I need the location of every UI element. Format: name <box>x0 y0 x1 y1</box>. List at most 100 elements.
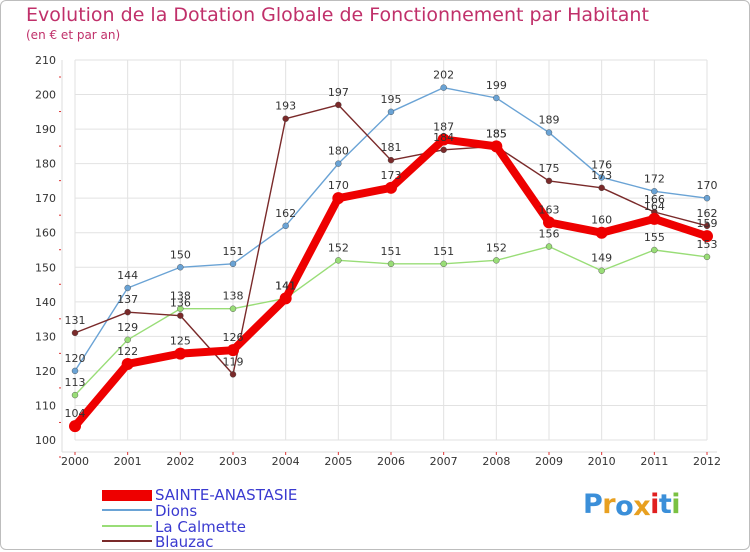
data-label: 172 <box>644 172 665 185</box>
data-point <box>598 267 605 274</box>
data-label: 159 <box>697 217 718 230</box>
data-point <box>282 115 289 122</box>
data-point <box>703 222 711 230</box>
data-label: 152 <box>328 241 349 254</box>
data-label: 162 <box>697 207 718 220</box>
data-label: 185 <box>486 127 507 140</box>
data-point <box>595 226 608 239</box>
data-label: 180 <box>328 145 349 158</box>
data-point <box>387 260 395 268</box>
data-point <box>648 212 661 225</box>
data-label: 151 <box>223 245 244 258</box>
x-tick-label: 2003 <box>219 455 247 468</box>
y-tick-label: 160 <box>35 227 56 240</box>
data-label: 131 <box>65 314 86 327</box>
data-point <box>229 260 237 268</box>
data-label: 181 <box>381 141 402 154</box>
data-label: 137 <box>117 293 138 306</box>
data-point <box>279 292 292 305</box>
data-label: 113 <box>65 376 86 389</box>
data-label: 129 <box>117 321 138 334</box>
data-label: 152 <box>486 241 507 254</box>
legend-swatch-la-calmette <box>102 525 152 527</box>
data-label: 185 <box>486 127 507 140</box>
y-tick-label: 140 <box>35 296 56 309</box>
data-label: 125 <box>170 335 191 348</box>
data-label: 155 <box>644 231 665 244</box>
y-tick-label: 150 <box>35 261 56 274</box>
data-label: 164 <box>644 200 665 213</box>
y-tick-label: 130 <box>35 330 56 343</box>
data-point <box>69 420 81 433</box>
data-point <box>282 222 289 230</box>
data-label: 104 <box>65 407 86 420</box>
data-point <box>543 216 555 229</box>
data-label: 120 <box>65 352 86 365</box>
data-label: 170 <box>328 179 349 192</box>
data-point <box>177 305 184 312</box>
x-tick-label: 2002 <box>166 455 194 468</box>
data-point <box>701 230 713 243</box>
data-label: 149 <box>591 252 612 265</box>
data-point <box>651 246 658 254</box>
data-point <box>335 160 342 167</box>
data-point <box>332 192 345 205</box>
chart-subtitle: (en € et par an) <box>26 28 121 42</box>
chart-title: Evolution de la Dotation Globale de Fonc… <box>26 4 649 26</box>
data-point <box>545 243 553 250</box>
data-point <box>387 156 395 164</box>
data-label: 170 <box>697 179 718 192</box>
data-label: 184 <box>433 131 454 144</box>
data-point <box>174 347 187 360</box>
data-point <box>71 391 79 399</box>
data-label: 199 <box>486 79 507 92</box>
data-label: 153 <box>697 238 718 251</box>
y-tick-label: 200 <box>35 89 56 102</box>
data-label: 187 <box>433 120 454 133</box>
data-point <box>387 108 395 116</box>
data-point <box>490 140 503 153</box>
y-tick-label: 120 <box>35 365 56 378</box>
y-tick-label: 110 <box>35 399 56 412</box>
data-point <box>703 194 711 202</box>
data-label: 141 <box>275 279 296 292</box>
data-point <box>545 177 553 185</box>
legend-swatch-blauzac <box>102 540 152 542</box>
legend-label-la-calmette: La Calmette <box>155 518 246 536</box>
proxiti-logo: Proxiti <box>583 489 681 522</box>
y-tick-label: 210 <box>35 54 56 67</box>
data-point <box>598 184 605 192</box>
data-point <box>229 305 237 312</box>
x-tick-label: 2008 <box>482 455 510 468</box>
data-point <box>124 308 131 316</box>
data-label: 119 <box>223 355 244 368</box>
data-label: 175 <box>539 162 560 175</box>
data-label: 151 <box>433 245 454 258</box>
data-point <box>545 129 553 136</box>
data-label: 160 <box>591 214 612 227</box>
data-label: 173 <box>381 169 402 182</box>
data-point <box>440 84 447 91</box>
legend-label-blauzac: Blauzac <box>155 533 214 551</box>
data-label: 193 <box>275 100 296 113</box>
data-point <box>71 367 79 375</box>
data-point <box>227 344 239 357</box>
x-tick-label: 2010 <box>588 455 616 468</box>
data-point <box>124 284 131 292</box>
x-tick-label: 2011 <box>640 455 668 468</box>
data-label: 136 <box>170 297 191 310</box>
data-point <box>385 181 397 194</box>
x-tick-label: 2000 <box>61 455 89 468</box>
x-tick-label: 2001 <box>114 455 142 468</box>
x-tick-label: 2005 <box>324 455 352 468</box>
data-label: 173 <box>591 169 612 182</box>
data-label: 195 <box>381 93 402 106</box>
x-tick-label: 2006 <box>377 455 405 468</box>
data-label: 162 <box>275 207 296 220</box>
data-label: 156 <box>539 228 560 241</box>
data-label: 151 <box>381 245 402 258</box>
y-tick-label: 100 <box>35 434 56 447</box>
data-label: 126 <box>223 331 244 344</box>
data-point <box>493 257 500 264</box>
